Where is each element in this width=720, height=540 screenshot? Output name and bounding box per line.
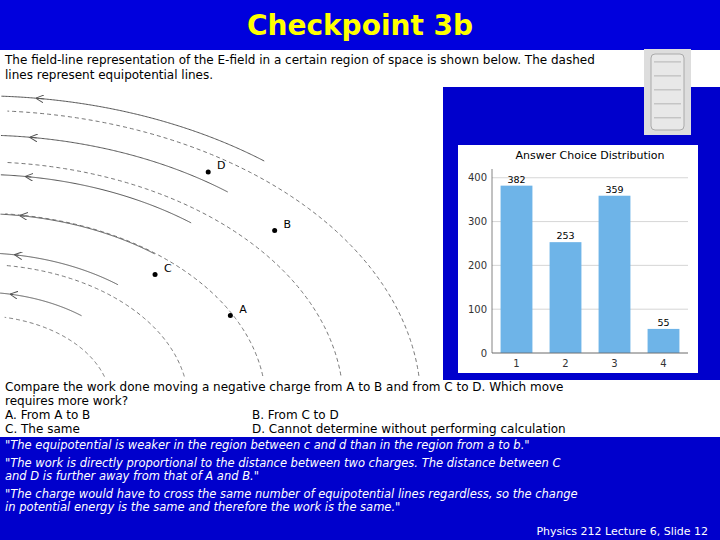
data-label: 382	[507, 174, 525, 185]
point-label: D	[217, 159, 225, 172]
slide: Checkpoint 3bThe field-line representati…	[0, 0, 720, 540]
field-diagram-panel: D B C A	[0, 87, 443, 380]
field-line	[0, 293, 81, 316]
y-axis-line	[492, 169, 493, 353]
y-tick-label: 100	[468, 304, 487, 315]
bar	[599, 196, 631, 353]
comment: "The equipotential is weaker in the regi…	[5, 439, 715, 453]
choice: D. Cannot determine without performing c…	[252, 422, 566, 436]
point-label: B	[284, 218, 292, 231]
y-tick-label: 300	[468, 216, 487, 227]
equipotential-line	[5, 162, 341, 375]
point-dot	[228, 313, 233, 318]
field-arrow	[30, 137, 36, 139]
field-line	[0, 254, 118, 285]
y-tick-label: 0	[481, 348, 487, 359]
point-dot	[206, 169, 211, 174]
x-tick-label: 3	[611, 358, 617, 369]
x-axis-line	[492, 353, 688, 354]
data-label: 253	[556, 230, 574, 241]
question-line: requires more work?	[5, 394, 715, 408]
slide-title: Checkpoint 3b	[0, 0, 720, 50]
footer: Physics 212 Lecture 6, Slide 12	[536, 525, 708, 539]
bar	[550, 242, 582, 353]
y-tick-label: 200	[468, 260, 487, 271]
y-tick-label: 400	[468, 172, 487, 183]
remote-button-row	[654, 89, 681, 90]
bars	[501, 186, 680, 353]
field-line	[1, 175, 191, 223]
description: The field-line representation of the E-f…	[0, 50, 720, 87]
equipotential-line	[5, 317, 105, 376]
choice: A. From A to B	[5, 408, 715, 422]
choice: B. From C to D	[252, 408, 339, 422]
choice-row: A. From A to BB. From C to D	[5, 408, 715, 422]
remote-button-row	[654, 117, 681, 118]
field-line	[1, 135, 228, 191]
data-label: 55	[657, 317, 669, 328]
question: Compare the work done moving a negative …	[0, 380, 720, 437]
remote-body	[651, 54, 684, 130]
equipotential-line	[7, 111, 418, 376]
choice-row: C. The sameD. Cannot determine without p…	[5, 422, 715, 436]
chart-title: Answer Choice Distribution	[516, 149, 665, 162]
remote-icon	[644, 49, 691, 135]
remote-drawing	[644, 49, 691, 135]
x-tick-label: 4	[660, 358, 666, 369]
grid-line	[492, 353, 688, 354]
bar	[648, 329, 680, 353]
bar-chart-panel: Answer Choice Distribution 0 100 200 300 400 3…	[458, 145, 698, 373]
point-label: A	[239, 303, 247, 316]
comments: "The equipotential is weaker in the regi…	[0, 437, 720, 540]
data-label: 359	[605, 184, 623, 195]
remote-button-row	[654, 61, 681, 62]
field-line	[1, 214, 155, 254]
comment: "The charge would have to cross the same…	[5, 488, 715, 515]
equipotential-line	[5, 214, 262, 376]
field-diagram: D B C A	[0, 87, 443, 380]
field-arrow	[11, 294, 14, 295]
comment: "The work is directly proportional to th…	[5, 457, 715, 484]
x-tick-label: 2	[562, 358, 568, 369]
remote-button-row	[654, 75, 681, 76]
field-arrow	[26, 176, 31, 178]
bar	[501, 186, 533, 353]
bar-chart: Answer Choice Distribution 0 100 200 300 400 3…	[458, 145, 698, 373]
point-dot	[272, 228, 277, 233]
equipotential-line	[5, 265, 184, 376]
field-arrow	[37, 98, 44, 100]
question-line: Compare the work done moving a negative …	[5, 380, 715, 394]
remote-button-row	[654, 103, 681, 104]
point-label: C	[164, 262, 172, 275]
field-arrow	[15, 254, 19, 255]
x-tick-label: 1	[513, 358, 519, 369]
point-dot	[153, 272, 158, 277]
